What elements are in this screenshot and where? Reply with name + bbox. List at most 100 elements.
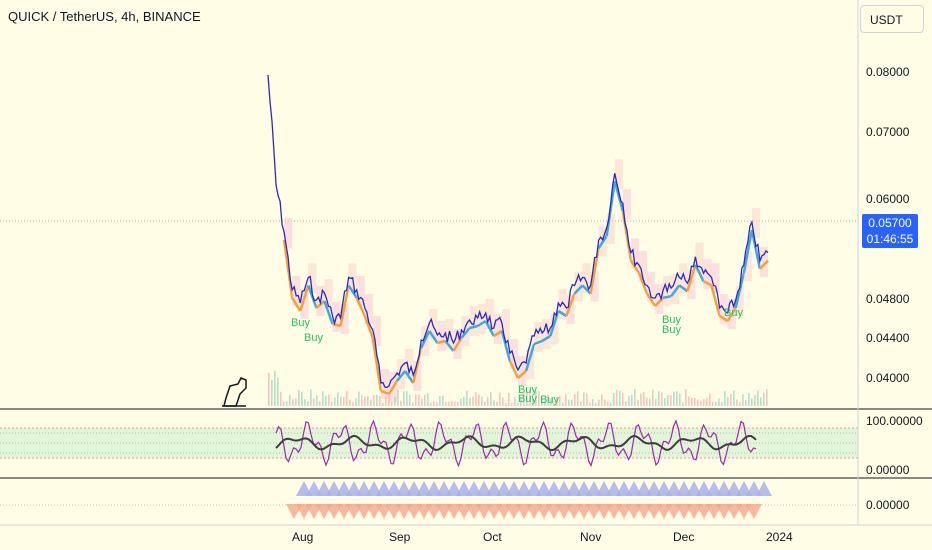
volume-bar	[676, 391, 678, 406]
buy-label: Buy	[304, 332, 323, 344]
indicator-cloud-segment	[372, 316, 381, 346]
chart-title: QUICK / TetherUS, 4h, BINANCE	[8, 9, 201, 24]
volume-bar	[397, 389, 399, 406]
volume-bar	[637, 399, 639, 406]
volume-bar	[379, 396, 381, 406]
indicator-cloud-segment	[308, 263, 317, 294]
volume-bar	[748, 393, 750, 406]
volume-bar	[388, 394, 390, 406]
volume-bar	[433, 401, 435, 406]
volume-bar	[700, 400, 702, 406]
volume-bar	[562, 402, 564, 406]
price-series-line	[267, 74, 769, 388]
indicator-cloud-segment	[735, 286, 744, 316]
price-axis[interactable]: 0.08000 0.07000 0.06000 0.04800 0.04400 …	[857, 0, 923, 525]
signal-triangles-pane[interactable]	[0, 481, 858, 519]
price-tick-5: 0.04400	[866, 331, 910, 345]
time-axis[interactable]: Aug Sep Oct Nov Dec 2024	[0, 524, 932, 544]
indicator-cloud-segment	[574, 271, 583, 302]
trend-trail-segment	[573, 284, 584, 295]
volume-bar	[610, 402, 612, 406]
volume-bar	[559, 395, 561, 406]
volume-bar	[337, 392, 339, 406]
volume-bar	[706, 398, 708, 406]
volume-bar	[574, 394, 576, 406]
volume-bar	[622, 393, 624, 406]
trend-trail-segment	[339, 285, 350, 327]
up-triangles	[296, 481, 772, 496]
volume-bar	[472, 396, 474, 406]
indicator-cloud-segment	[526, 349, 535, 379]
indicator-cloud-segment	[485, 299, 494, 329]
volume-bar	[289, 394, 291, 406]
volume-bar	[658, 391, 660, 406]
volume-bar	[445, 401, 447, 406]
volume-bar	[346, 390, 348, 406]
volume-bar	[430, 402, 432, 406]
buy-label: Buy	[662, 314, 681, 326]
volume-bar	[685, 389, 687, 406]
volume-bar	[628, 395, 630, 406]
volume-bar	[313, 398, 315, 406]
oscillator-pane[interactable]	[0, 419, 858, 468]
indicator-cloud-segment	[469, 306, 478, 336]
volume-bar	[394, 396, 396, 406]
trend-trail-segment	[710, 285, 721, 317]
volume-bar	[541, 397, 543, 406]
currency-button[interactable]: USDT	[860, 5, 924, 33]
volume-bar	[751, 398, 753, 406]
indicator-cloud-segment	[759, 246, 768, 277]
indicator-cloud-segment	[711, 263, 720, 294]
volume-bar	[529, 390, 531, 406]
down-triangle	[746, 504, 762, 519]
volume-bar	[373, 395, 375, 406]
trend-trail-segment	[396, 370, 407, 382]
volume-bar	[667, 395, 669, 406]
buy-label: Buy	[518, 393, 537, 405]
volume-bar	[484, 401, 486, 406]
indicator-cloud-segment	[558, 289, 567, 319]
buy-label: Buy	[662, 324, 681, 336]
down-triangles	[286, 504, 762, 519]
volume-bar	[643, 391, 645, 406]
volume-bar	[625, 401, 627, 406]
buy-label: Buy	[540, 394, 559, 406]
volume-bar	[439, 396, 441, 406]
volume-bar	[526, 389, 528, 406]
volume-bar	[454, 401, 456, 406]
trend-trail-segment	[613, 180, 625, 212]
volume-bar	[664, 398, 666, 406]
trend-trail-segment	[420, 330, 431, 349]
volume-bar	[688, 396, 690, 406]
volume-bar	[406, 391, 408, 406]
indicator-cloud-segment	[380, 369, 389, 399]
volume-bar	[655, 398, 657, 406]
indicator-cloud-segment	[582, 263, 591, 294]
price-tick-6: 0.04000	[866, 371, 910, 385]
volume-bar	[760, 397, 762, 406]
volume-bar	[718, 398, 720, 406]
indicator-cloud-segment	[340, 304, 349, 334]
trend-trail-segment	[477, 319, 487, 328]
volume-bar	[280, 391, 282, 406]
volume-bar	[358, 391, 360, 406]
volume-bar	[508, 392, 510, 406]
time-label-2024: 2024	[766, 530, 793, 544]
volume-bar	[577, 391, 579, 406]
volume-bar	[352, 402, 354, 406]
indicator-cloud-segment	[509, 339, 518, 369]
indicator-cloud-segment	[639, 251, 648, 281]
trend-trail-segment	[524, 343, 536, 372]
trend-trail-segment	[702, 280, 713, 287]
trend-trail-segment	[508, 360, 520, 379]
indicator-cloud-segment	[429, 309, 438, 339]
trend-trail-segment	[654, 296, 665, 307]
trend-trail-segment	[500, 330, 512, 362]
volume-bar	[661, 392, 663, 406]
volume-bar	[535, 390, 537, 406]
trend-trail-segment	[484, 320, 495, 337]
trend-trail-segment	[541, 334, 551, 343]
trend-trail-segment	[323, 300, 334, 325]
